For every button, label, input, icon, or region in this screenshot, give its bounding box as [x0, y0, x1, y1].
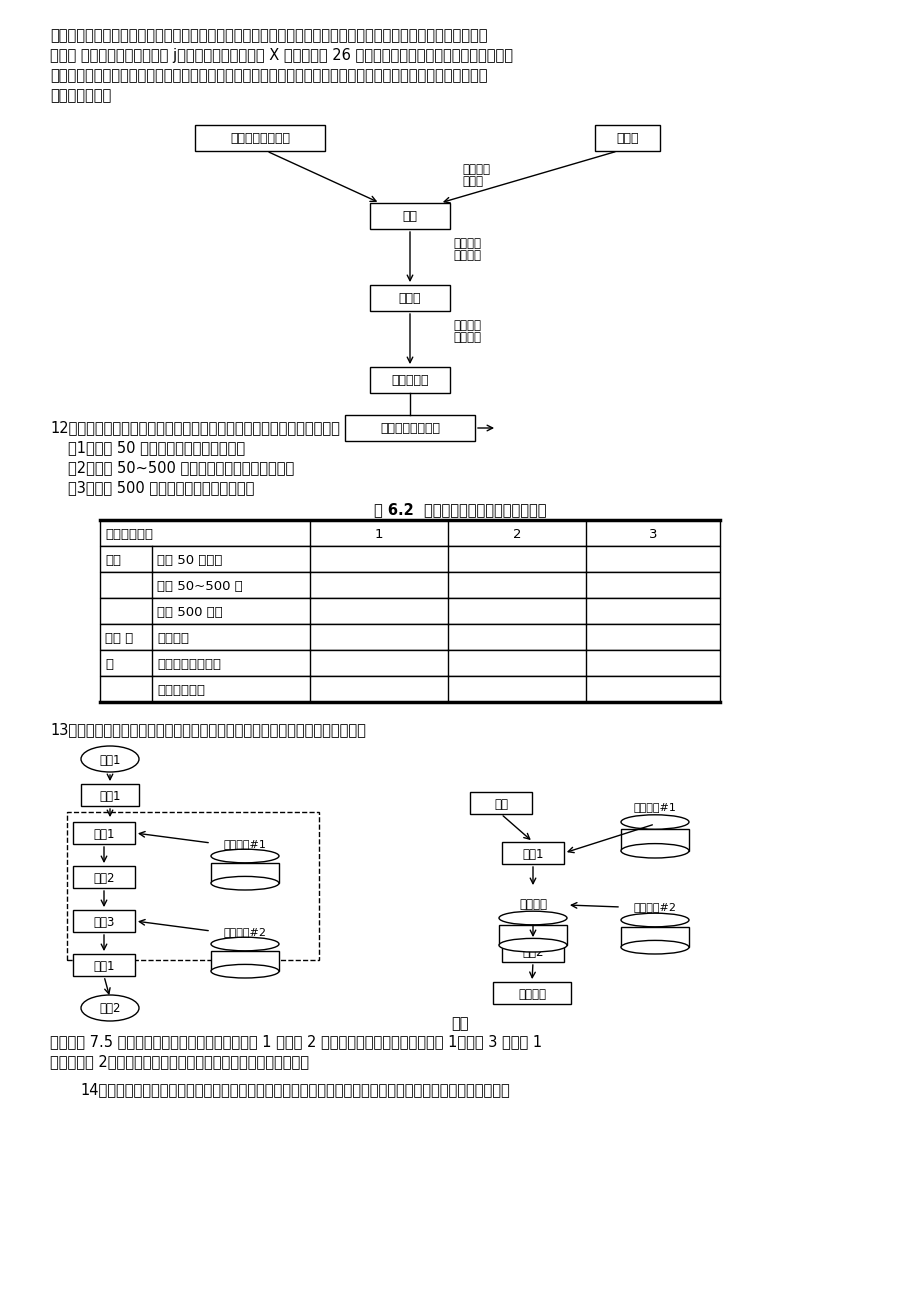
Text: 实体1: 实体1: [99, 754, 120, 767]
Text: （3）购置 500 元以上物资需经厂长批准。: （3）购置 500 元以上物资需经厂长批准。: [68, 480, 254, 495]
Text: 本月工资发放清单: 本月工资发放清单: [380, 423, 439, 435]
Text: 输出1: 输出1: [93, 960, 115, 973]
Bar: [369, 367, 449, 393]
Text: 解：如图 7.5 所示。在这里，数据流程图中的处理 1 和处理 2 合并为信息系统流程图中的处理 1；处理 3 和输出 1: 解：如图 7.5 所示。在这里，数据流程图中的处理 1 和处理 2 合并为信息系…: [50, 1034, 541, 1049]
Bar: [100, 598, 720, 624]
Ellipse shape: [210, 876, 278, 891]
Bar: [73, 954, 135, 976]
Text: 1: 1: [374, 527, 383, 540]
Text: 处理2: 处理2: [93, 871, 115, 884]
Bar: [210, 863, 278, 883]
Text: 处理1: 处理1: [522, 848, 543, 861]
Text: 数据存储#2: 数据存储#2: [223, 927, 267, 937]
Text: 实体2: 实体2: [99, 1003, 120, 1016]
Bar: [498, 924, 566, 945]
Text: 数据存储#1: 数据存储#1: [223, 838, 267, 849]
Ellipse shape: [620, 844, 688, 858]
Bar: [100, 650, 720, 676]
Bar: [100, 624, 720, 650]
Bar: [345, 415, 474, 441]
Bar: [81, 784, 139, 806]
Ellipse shape: [620, 913, 688, 927]
Bar: [620, 927, 688, 947]
Bar: [210, 950, 278, 971]
Text: 应由厂长批准: 应由厂长批准: [157, 684, 205, 697]
Ellipse shape: [210, 849, 278, 863]
Text: 14、某库存信息子系统的局部数据流程图。假设其中所有处理均由计算机来实现，请按此画出信息系统流程图: 14、某库存信息子系统的局部数据流程图。假设其中所有处理均由计算机来实现，请按此…: [80, 1082, 509, 1098]
Text: 数据存储#1: 数据存储#1: [633, 802, 675, 812]
Text: 2: 2: [512, 527, 521, 540]
Text: 输出报告: 输出报告: [517, 987, 545, 1000]
Bar: [73, 910, 135, 932]
Text: 表 6.2  确定物资采购批准权限的判断表: 表 6.2 确定物资采购批准权限的判断表: [373, 503, 546, 517]
Text: 变动表: 变动表: [461, 174, 482, 187]
Text: 不要批准: 不要批准: [157, 631, 188, 644]
Ellipse shape: [498, 939, 566, 952]
Text: 据已存档的上月工资发放清单和人事科送来的人员工资变动表，抄写本月工资发放清单中的前三项（工资发放清单: 据已存档的上月工资发放清单和人事科送来的人员工资变动表，抄写本月工资发放清单中的…: [50, 29, 487, 43]
Text: 动: 动: [105, 658, 113, 671]
Text: 本月工资: 本月工资: [452, 319, 481, 332]
Text: 合并为处理 2；此外，信息系统流程图中还增加了一个中间文件。: 合并为处理 2；此外，信息系统流程图中还增加了一个中间文件。: [50, 1055, 309, 1069]
Bar: [100, 572, 720, 598]
Text: 共六项 部门、姓名、根本工资 j款、应发工资和签名栏 X 总务科每月 26 日将扣款清单送交财务科，由财务科按扣: 共六项 部门、姓名、根本工资 j款、应发工资和签名栏 X 总务科每月 26 日将…: [50, 48, 513, 62]
Bar: [502, 940, 563, 962]
Ellipse shape: [498, 911, 566, 924]
Bar: [620, 829, 688, 850]
Text: 购置 50~500 元: 购置 50~500 元: [157, 579, 243, 592]
Text: 出数据流程图。: 出数据流程图。: [50, 89, 111, 103]
Text: 人员工资: 人员工资: [461, 163, 490, 176]
Ellipse shape: [81, 746, 139, 772]
Text: 计算、填写: 计算、填写: [391, 375, 428, 388]
Text: 解：: 解：: [450, 1016, 469, 1031]
Text: （2）购置 50~500 元的物资应日供给科长批准；: （2）购置 50~500 元的物资应日供给科长批准；: [68, 460, 294, 475]
Text: 上月工资发放清单: 上月工资发放清单: [230, 133, 289, 146]
Text: 发放清单: 发放清单: [452, 331, 481, 344]
Bar: [595, 125, 659, 151]
Ellipse shape: [620, 940, 688, 954]
Bar: [100, 546, 720, 572]
Bar: [369, 203, 449, 229]
Bar: [100, 676, 720, 702]
Bar: [369, 285, 449, 311]
Text: 采取 行: 采取 行: [105, 631, 133, 644]
Ellipse shape: [620, 815, 688, 829]
Text: 本月工资: 本月工资: [452, 237, 481, 250]
Text: 购置 500 元上: 购置 500 元上: [157, 605, 222, 618]
Ellipse shape: [81, 995, 139, 1021]
Bar: [493, 982, 571, 1004]
Text: 处理3: 处理3: [93, 915, 115, 928]
Text: 13、根据数据流程图，虚线外是人工处理局部，试按此图画出信息系统流程图：: 13、根据数据流程图，虚线外是人工处理局部，试按此图画出信息系统流程图：: [50, 723, 366, 737]
Ellipse shape: [210, 937, 278, 950]
Text: （1）购置 50 元以下物资不要批准手续；: （1）购置 50 元以下物资不要批准手续；: [68, 440, 244, 454]
Text: 条件: 条件: [105, 553, 121, 566]
Text: 发放清单: 发放清单: [452, 249, 481, 262]
Bar: [67, 812, 319, 960]
Text: 数据存储#2: 数据存储#2: [633, 902, 675, 911]
Text: 抄写: 抄写: [403, 211, 417, 224]
Text: 12、试绘制一张确定物资采购批准权限的判断表，要求能描述以下内容：: 12、试绘制一张确定物资采购批准权限的判断表，要求能描述以下内容：: [50, 421, 339, 435]
Text: 应由供给科长批准: 应由供给科长批准: [157, 658, 221, 671]
Bar: [470, 792, 531, 814]
Bar: [100, 519, 720, 546]
Text: 处理1: 处理1: [93, 828, 115, 841]
Text: 购置 50 元以下: 购置 50 元以下: [157, 553, 222, 566]
Text: 输入1: 输入1: [99, 789, 120, 802]
Ellipse shape: [210, 965, 278, 978]
Text: 中间文件: 中间文件: [518, 898, 547, 911]
Bar: [195, 125, 324, 151]
Text: 输入: 输入: [494, 798, 507, 811]
Text: 处理2: 处理2: [522, 945, 543, 958]
Bar: [502, 842, 563, 865]
Text: 款清单将扣款数填入本月工资发放清单。最后计算出每个职工应发工资数，并填入工资发放清单、请按以上过程画: 款清单将扣款数填入本月工资发放清单。最后计算出每个职工应发工资数，并填入工资发放…: [50, 68, 487, 83]
Text: 3: 3: [648, 527, 656, 540]
Text: 填扣款: 填扣款: [398, 293, 421, 306]
Bar: [73, 866, 135, 888]
Text: 人事科: 人事科: [616, 133, 638, 146]
Text: 决策规那么号: 决策规那么号: [105, 527, 153, 540]
Bar: [73, 822, 135, 844]
